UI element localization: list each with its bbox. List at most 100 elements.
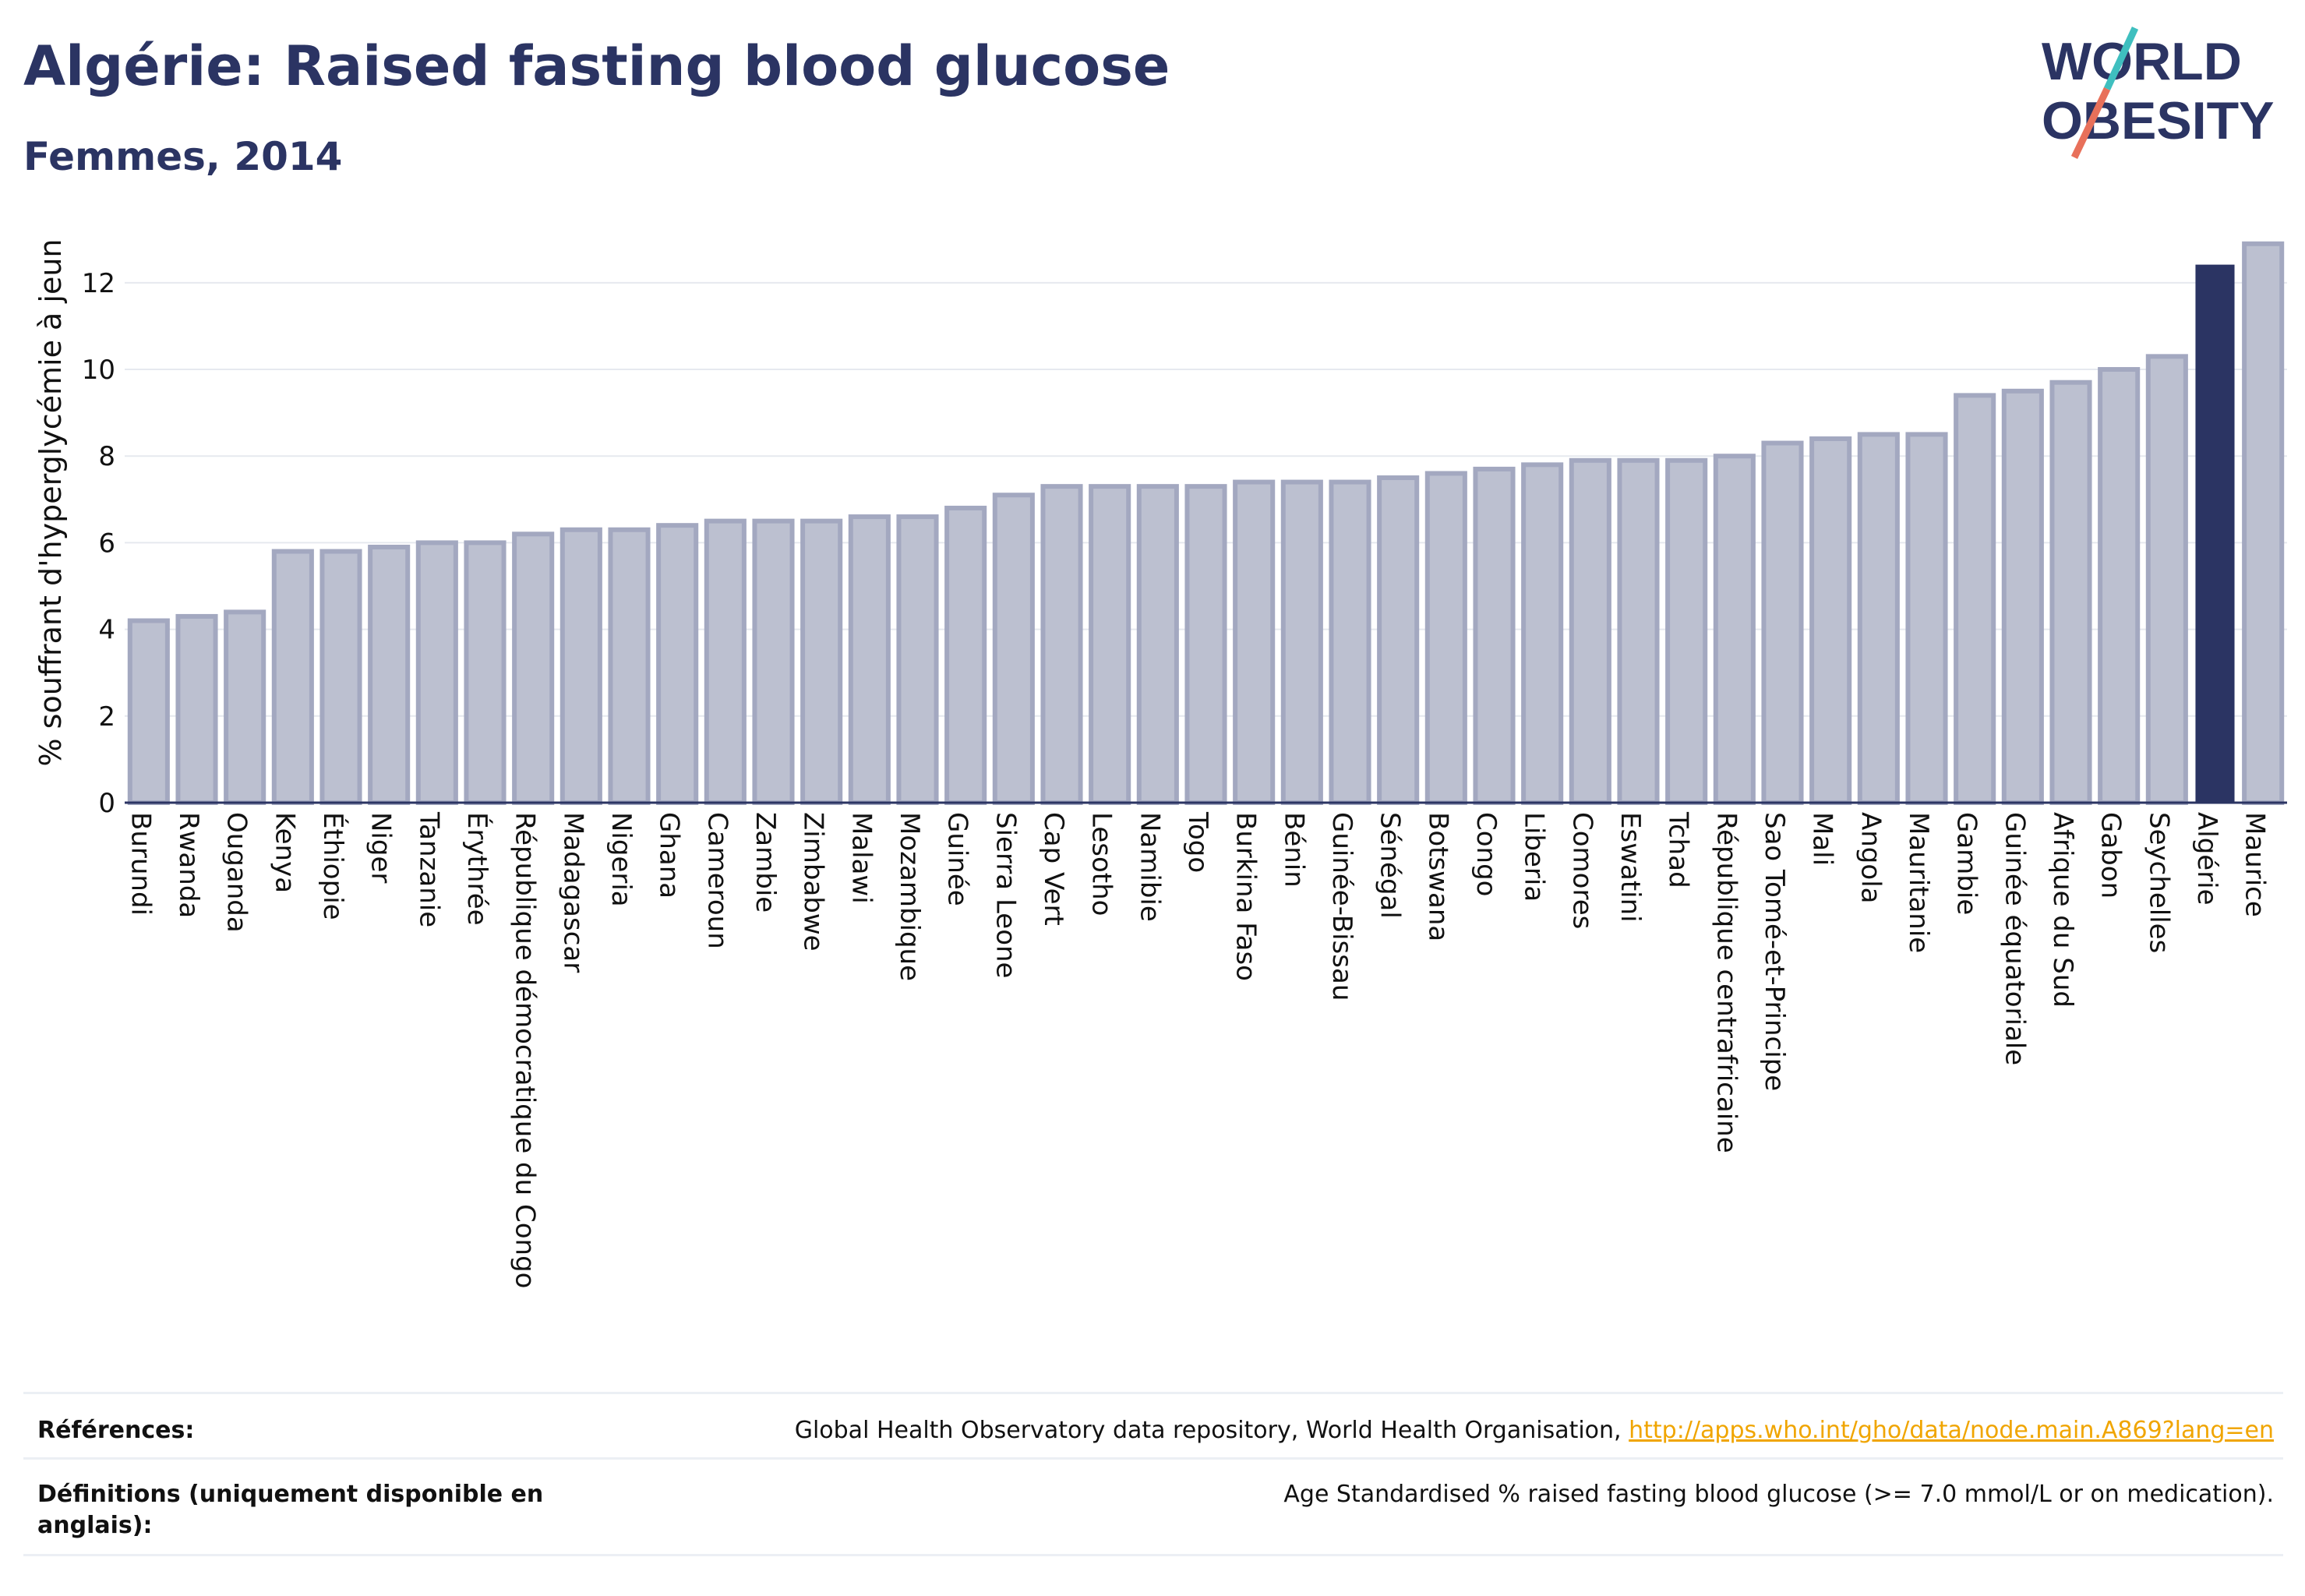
bar-cameroun (704, 518, 747, 805)
x-tick-label: Maurice (2240, 812, 2271, 917)
bar-lesotho (1089, 484, 1131, 805)
bar-gabon (2098, 367, 2141, 805)
x-tick-label: Cameroun (701, 812, 732, 949)
bar-burundi (127, 618, 170, 806)
bar-érythrée (464, 540, 507, 805)
bar-togo (1184, 484, 1227, 805)
x-tick-label: Mauritanie (1903, 812, 1934, 953)
logo-slash-top (2103, 26, 2139, 90)
x-tick-label: Togo (1182, 811, 1213, 873)
x-tick-label: Botswana (1422, 812, 1453, 941)
references-text: Global Health Observatory data repositor… (794, 1417, 1622, 1444)
footer-divider-bottom (23, 1554, 2283, 1556)
x-tick-label: Malawi (845, 812, 877, 904)
references-label: Références: (37, 1417, 195, 1444)
bar-sénégal (1377, 475, 1420, 805)
bar-malawi (848, 514, 891, 805)
definitions-label: Définitions (uniquement disponible en an… (37, 1479, 543, 1541)
x-tick-label: Tanzanie (413, 811, 444, 927)
references-link[interactable]: http://apps.who.int/gho/data/node.main.A… (1629, 1417, 2274, 1444)
y-tick-labels: 0 2 4 6 8 10 12 (82, 268, 115, 819)
x-tick-label: Burkina Faso (1230, 812, 1262, 981)
bar-afrique-du-sud (2049, 380, 2092, 805)
y-tick-label: 2 (98, 701, 115, 733)
y-tick-label: 12 (82, 268, 115, 299)
bar-zimbabwe (800, 518, 843, 805)
x-tick-label: Afrique du Sud (2047, 812, 2078, 1008)
bar-chart: 0 2 4 6 8 10 12 Burundi Rwanda Ouganda Kenya Éthio… (34, 238, 2287, 1288)
bar-nigeria (608, 527, 651, 806)
bar-kenya (271, 549, 314, 805)
y-tick-label: 4 (98, 615, 115, 646)
x-tick-label: Mozambique (894, 812, 925, 981)
bar-tanzanie (415, 540, 458, 805)
bar-seychelles (2145, 354, 2188, 805)
logo-word-world: WORLD (2042, 32, 2242, 91)
chart-title: Algérie: Raised fasting blood glucose (23, 34, 1170, 98)
x-tick-label: Cap Vert (1038, 812, 1069, 926)
bar-botswana (1424, 471, 1467, 806)
definitions-label-line2: anglais): (37, 1512, 153, 1539)
bar-sao-tomé-et-principe (1761, 440, 1804, 806)
definitions-label-line1: Définitions (uniquement disponible en (37, 1481, 544, 1508)
bar-eswatini (1617, 457, 1660, 805)
x-tick-label: Sao Tomé-et-Principe (1759, 812, 1790, 1091)
bar-niger (368, 544, 411, 805)
bar-ghana (656, 523, 699, 805)
x-tick-label: Bénin (1278, 812, 1309, 888)
bar-burkina-faso (1233, 479, 1276, 805)
bar-algérie (2195, 264, 2235, 804)
x-tick-label: Érythrée (461, 812, 493, 926)
x-tick-label: République centrafricaine (1710, 812, 1742, 1153)
x-tick-label: Tchad (1663, 811, 1694, 888)
x-tick-label: Namibie (1134, 812, 1165, 922)
x-tick-label: Zimbabwe (798, 812, 829, 952)
bar-bénin (1280, 479, 1323, 805)
x-tick-label: Gabon (2095, 812, 2127, 899)
chart-subtitle: Femmes, 2014 (23, 134, 343, 179)
bar-éthiopie (319, 549, 362, 805)
bar-madagascar (559, 527, 602, 806)
bar-namibie (1136, 484, 1179, 805)
x-tick-label: Rwanda (173, 812, 204, 918)
x-tick-label: Kenya (269, 812, 300, 893)
bar-maurice (2242, 241, 2285, 805)
bar-cap-vert (1040, 484, 1083, 805)
x-tick-label: Liberia (1519, 812, 1550, 902)
bar-mozambique (896, 514, 939, 805)
bar-mauritanie (1905, 432, 1948, 805)
bar-angola (1857, 432, 1900, 805)
x-tick-label: Congo (1470, 812, 1502, 896)
x-tick-label: Guinée (942, 812, 973, 906)
definitions-text: Age Standardised % raised fasting blood … (1283, 1481, 2274, 1508)
x-tick-label: Seychelles (2143, 812, 2174, 953)
x-tick-label: Mali (1807, 812, 1838, 866)
x-tick-label: Nigeria (605, 812, 637, 907)
bar-république-centrafricaine (1713, 454, 1756, 805)
x-tick-label: République démocratique du Congo (510, 812, 541, 1288)
x-tick-label: Ghana (654, 812, 685, 899)
world-obesity-logo: WORLD OBESITY (2042, 26, 2275, 159)
y-axis-label: % souffrant d'hyperglycémie à jeun (34, 238, 68, 766)
x-tick-label: Comores (1566, 812, 1597, 929)
y-tick-label: 6 (98, 528, 115, 559)
bar-rwanda (175, 613, 218, 806)
x-tick-label: Niger (365, 812, 397, 883)
bar-tchad (1665, 457, 1708, 805)
bar-mali (1809, 436, 1852, 805)
bar-gambie (1954, 393, 1996, 805)
bar-guinée (944, 505, 987, 805)
bar-zambie (752, 518, 795, 805)
x-tick-label: Madagascar (557, 812, 588, 973)
bar-comores (1569, 457, 1611, 805)
x-tick-label: Gambie (1951, 812, 1982, 915)
bar-congo (1473, 466, 1516, 806)
bar-ouganda (224, 609, 267, 805)
bar-sierra-leone (992, 493, 1035, 805)
logo-slash-bottom (2070, 87, 2111, 159)
footer-divider-top (23, 1392, 2283, 1394)
y-tick-label: 0 (98, 788, 115, 819)
x-tick-label: Guinée équatoriale (1999, 812, 2030, 1065)
x-tick-label: Eswatini (1615, 812, 1646, 923)
footer-divider-middle (23, 1457, 2283, 1460)
